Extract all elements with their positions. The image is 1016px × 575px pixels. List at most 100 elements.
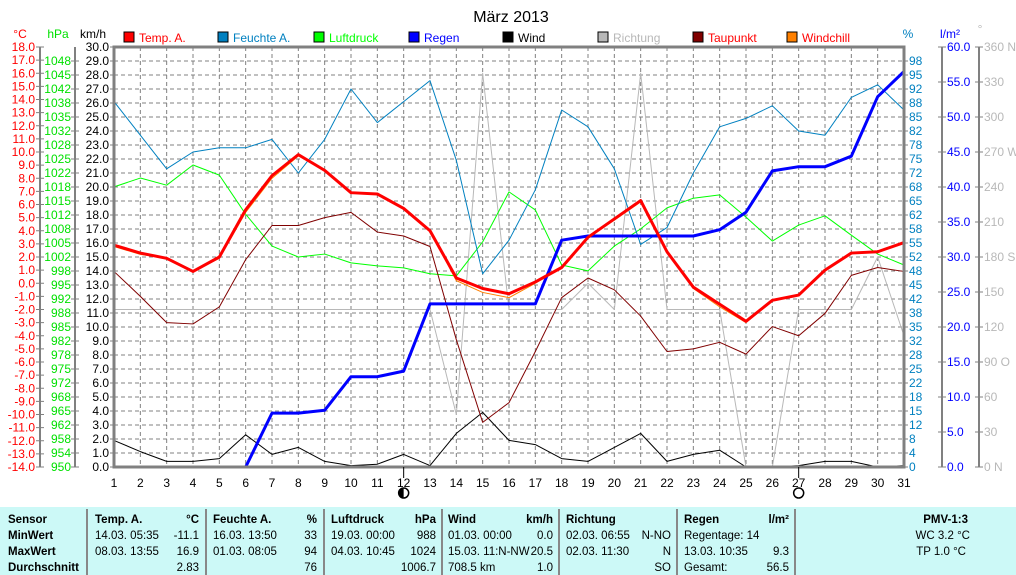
- pressure-tick-label: 995: [51, 278, 71, 292]
- chart-title: März 2013: [473, 9, 549, 26]
- wind-distance: 708.5 km: [448, 562, 496, 574]
- temp-tick-label: 4.0: [18, 224, 35, 238]
- legend-item: Wind: [502, 31, 545, 45]
- legend-swatch: [692, 31, 704, 43]
- legend-swatch: [786, 31, 798, 43]
- direction-min-time: 02.03. 06:55: [566, 530, 630, 542]
- humidity-tick-label: 8: [909, 432, 916, 446]
- pressure-tick-label: 1038: [44, 96, 71, 110]
- pressure-tick-label: 954: [51, 446, 71, 460]
- header-pressure: Luftdruck: [331, 514, 385, 526]
- column-separator: [86, 509, 88, 575]
- wind-tick-label: 17.0: [86, 222, 110, 236]
- column-separator: [441, 509, 443, 575]
- wind-tick-label: 1.0: [92, 446, 109, 460]
- pressure-tick-label: 985: [51, 320, 71, 334]
- wind-tick-label: 13.0: [86, 278, 110, 292]
- humidity-tick-label: 35: [909, 320, 923, 334]
- wind-tick-label: 10.0: [86, 320, 110, 334]
- temp-tick-label: 14.0: [12, 93, 36, 107]
- wind-tick-label: 14.0: [86, 264, 110, 278]
- header-humidity-unit: %: [306, 514, 317, 526]
- temp-tick-label: 10.0: [12, 145, 36, 159]
- header-rain-unit: l/m²: [768, 514, 789, 526]
- humidity-tick-label: 22: [909, 376, 923, 390]
- temp-tick-label: 2.0: [18, 250, 35, 264]
- wind-tick-label: 7.0: [92, 362, 109, 376]
- row-label-max: MaxWert: [8, 546, 56, 558]
- pressure-tick-label: 1005: [44, 236, 71, 250]
- x-tick-label: 31: [897, 476, 911, 490]
- series-line: [113, 211, 905, 423]
- x-tick-label: 1: [111, 476, 118, 490]
- wind-tick-label: 4.0: [92, 404, 109, 418]
- direction-tick-label: 300: [984, 110, 1004, 124]
- humidity-tick-label: 45: [909, 278, 923, 292]
- humidity-tick-label: 65: [909, 194, 923, 208]
- temp-tick-label: 16.0: [12, 66, 36, 80]
- direction-tick-label: 90 O: [984, 355, 1010, 369]
- wind-tick-label: 27.0: [86, 82, 110, 96]
- header-temp-unit: °C: [186, 514, 199, 526]
- row-label-min: MinWert: [8, 530, 54, 542]
- pressure-tick-label: 998: [51, 264, 71, 278]
- chart-axes: °C hPa km/h18.017.016.015.014.013.012.011.…: [8, 22, 1016, 474]
- half-moon-shade-icon: [398, 488, 404, 498]
- pressure-tick-label: 1025: [44, 152, 71, 166]
- pmv-dewpoint: TP 1.0 °C: [916, 546, 966, 558]
- statistics-table: Sensor MinWert MaxWert Durchschnitt Temp…: [0, 507, 1016, 575]
- x-tick-label: 16: [502, 476, 516, 490]
- pressure-tick-label: 965: [51, 404, 71, 418]
- rain-tick-label: 30.0: [947, 250, 971, 264]
- pressure-min: 988: [416, 530, 436, 542]
- chart-grid: [114, 47, 904, 467]
- temp-tick-label: -5.0: [14, 342, 35, 356]
- wind-tick-label: 9.0: [92, 334, 109, 348]
- full-moon-icon: [792, 487, 805, 499]
- humidity-tick-label: 72: [909, 166, 923, 180]
- humidity-tick-label: 32: [909, 334, 923, 348]
- series-temp-a: [113, 153, 905, 323]
- row-label-avg: Durchschnitt: [8, 562, 79, 574]
- humidity-tick-label: 15: [909, 404, 923, 418]
- pressure-tick-label: 1012: [44, 208, 71, 222]
- rain-tick-label: 40.0: [947, 180, 971, 194]
- temp-tick-label: 18.0: [12, 40, 36, 54]
- x-tick-label: 12: [397, 476, 411, 490]
- rain-axis-title: l/m²: [940, 27, 960, 41]
- temp-tick-label: -12.0: [8, 434, 36, 448]
- pressure-max: 1024: [410, 546, 436, 558]
- pressure-tick-label: 972: [51, 376, 71, 390]
- temp-axis-title: °C: [13, 27, 27, 41]
- humidity-tick-label: 0: [909, 460, 916, 474]
- humidity-tick-label: 85: [909, 110, 923, 124]
- legend-label: Wind: [518, 31, 545, 45]
- rain-days: Regentage: 14: [684, 530, 760, 542]
- humidity-tick-label: 4: [909, 446, 916, 460]
- temp-tick-label: 6.0: [18, 198, 35, 212]
- temp-tick-label: -6.0: [14, 355, 35, 369]
- wind-tick-label: 29.0: [86, 54, 110, 68]
- temp-tick-label: 1.0: [18, 263, 35, 277]
- pressure-tick-label: 1022: [44, 166, 71, 180]
- series-luftdruck: [113, 164, 905, 277]
- wind-max-time: 15.03. 11:N-NW: [448, 546, 530, 558]
- temp-tick-label: -10.0: [8, 408, 36, 422]
- legend-label: Windchill: [802, 31, 850, 45]
- legend-label: Regen: [424, 31, 459, 45]
- plot-border: [112, 45, 906, 469]
- header-pmv: PMV-1:3: [923, 514, 968, 526]
- rain-tick-label: 45.0: [947, 145, 971, 159]
- rain-total-label: Gesamt:: [684, 562, 728, 574]
- wind-tick-label: 0.0: [92, 460, 109, 474]
- pressure-min-time: 19.03. 00:00: [331, 530, 395, 542]
- direction-tick-label: 0 N: [984, 460, 1003, 474]
- wind-avg: 1.0: [537, 562, 553, 574]
- temp-min: -11.1: [173, 530, 199, 542]
- x-axis-labels: 1 2 3 4 5 6 7 8 9 10 11 12 13 14 15 16 17 18 19 20 21 22 23 24 2…: [111, 467, 911, 499]
- header-rain: Regen: [684, 514, 720, 526]
- wind-tick-label: 24.0: [86, 124, 110, 138]
- direction-min: N-NO: [641, 530, 671, 542]
- pressure-tick-label: 1018: [44, 180, 71, 194]
- wind-tick-label: 6.0: [92, 376, 109, 390]
